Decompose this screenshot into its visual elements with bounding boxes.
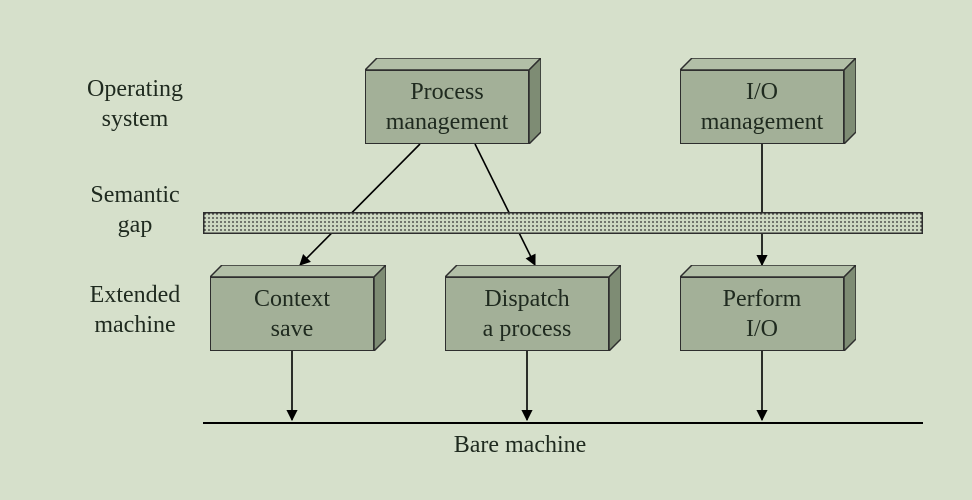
box-side-face [609, 265, 621, 351]
box-label-process-management: Process management [365, 70, 529, 144]
arrow-pm-to-context [300, 144, 420, 265]
box-side-face [529, 58, 541, 144]
box-top-face [445, 265, 621, 277]
row-label-operating-system: Operating system [65, 74, 205, 134]
box-top-face [680, 265, 856, 277]
box-label-perform-io: Perform I/O [680, 277, 844, 351]
diagram-canvas: Operating system Semantic gap Extended mac… [0, 0, 972, 500]
semantic-gap-band [203, 212, 923, 234]
box-context-save: Context save [210, 265, 386, 351]
bare-machine-line [203, 422, 923, 424]
box-perform-io: Perform I/O [680, 265, 856, 351]
bare-machine-label: Bare machine [410, 432, 630, 459]
box-process-management: Process management [365, 58, 541, 144]
box-side-face [374, 265, 386, 351]
box-io-management: I/O management [680, 58, 856, 144]
box-top-face [680, 58, 856, 70]
box-side-face [844, 58, 856, 144]
box-top-face [365, 58, 541, 70]
row-label-extended-machine: Extended machine [65, 280, 205, 340]
box-top-face [210, 265, 386, 277]
box-side-face [844, 265, 856, 351]
box-label-context-save: Context save [210, 277, 374, 351]
arrow-pm-to-dispatch [475, 144, 535, 265]
box-label-io-management: I/O management [680, 70, 844, 144]
box-label-dispatch-a-process: Dispatch a process [445, 277, 609, 351]
row-label-semantic-gap: Semantic gap [65, 180, 205, 240]
box-dispatch-a-process: Dispatch a process [445, 265, 621, 351]
